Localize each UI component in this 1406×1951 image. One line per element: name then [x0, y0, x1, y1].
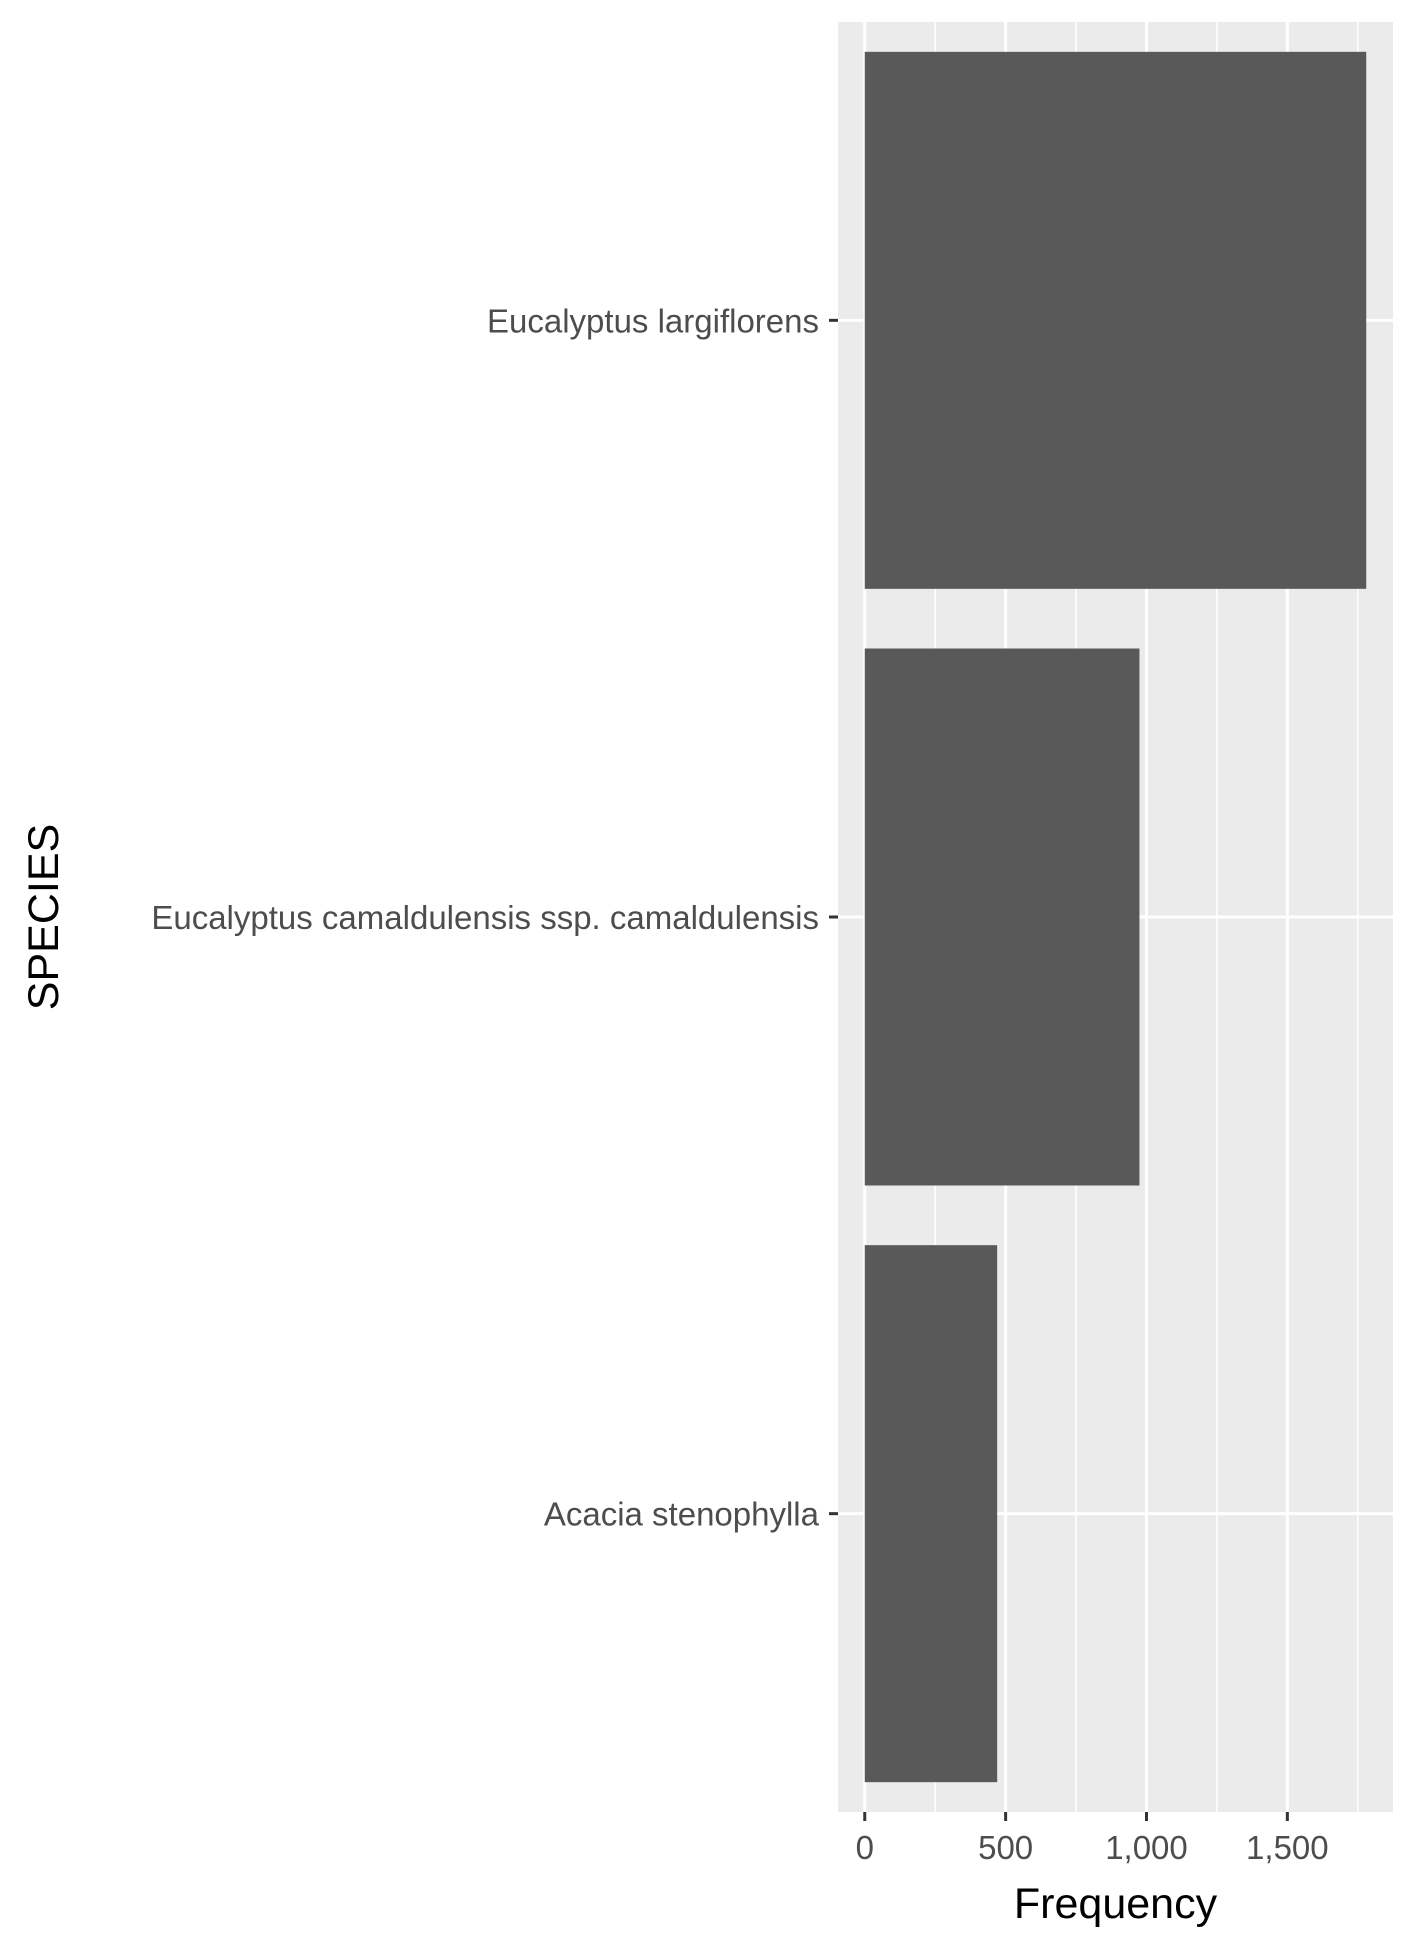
y-tick-label: Eucalyptus largiflorens — [487, 302, 819, 339]
y-axis: Eucalyptus largiflorens Eucalyptus camald… — [151, 302, 838, 1533]
bar — [864, 1245, 998, 1783]
x-tick-label: 1,000 — [1105, 1829, 1188, 1866]
y-tick-label: Acacia stenophylla — [544, 1496, 820, 1533]
bars — [864, 51, 1367, 1783]
x-tick-label: 1,500 — [1246, 1829, 1329, 1866]
y-tick-label: Eucalyptus camaldulensis ssp. camaldulen… — [151, 899, 819, 936]
bar — [864, 648, 1140, 1186]
x-axis-title: Frequency — [1014, 1880, 1218, 1928]
x-tick-label: 500 — [978, 1829, 1033, 1866]
x-axis: 0 500 1,000 1,500 — [856, 1812, 1329, 1866]
x-tick-label: 0 — [856, 1829, 874, 1866]
y-axis-title: SPECIES — [20, 824, 68, 1010]
bar — [864, 51, 1367, 589]
